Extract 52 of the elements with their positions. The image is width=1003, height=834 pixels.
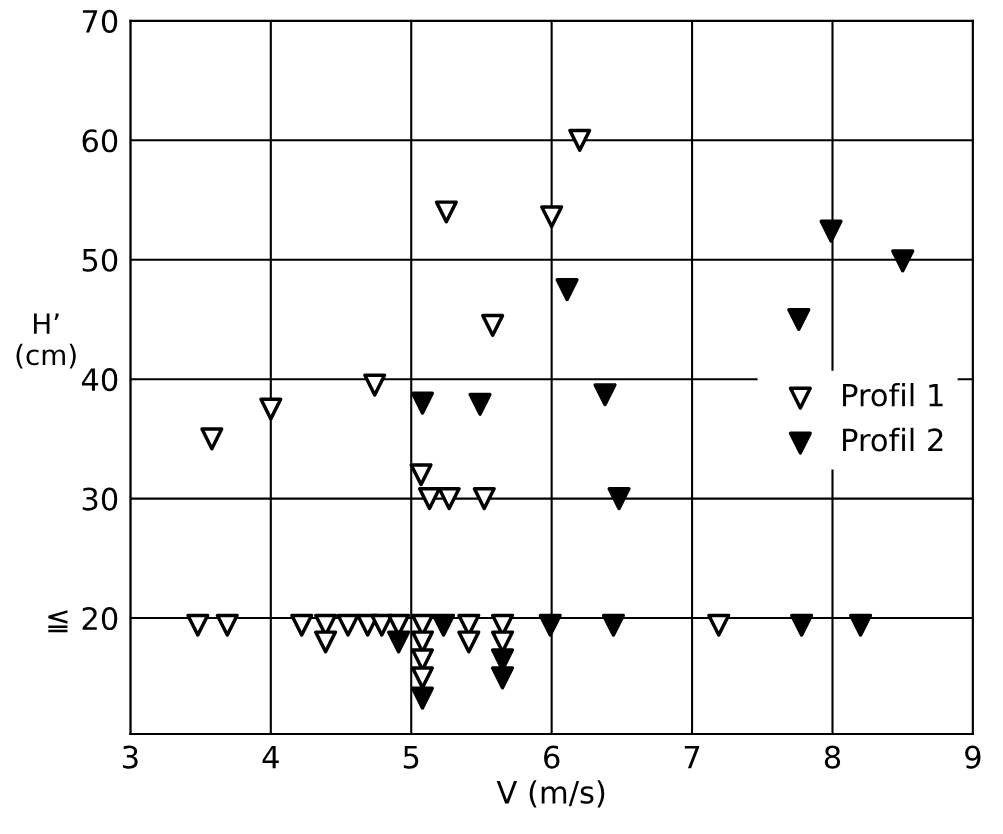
point bbox=[538, 613, 562, 637]
point bbox=[409, 463, 433, 487]
point bbox=[601, 613, 625, 637]
point bbox=[363, 373, 387, 397]
point bbox=[819, 219, 843, 243]
point bbox=[790, 613, 814, 637]
x-tick-label: 7 bbox=[684, 745, 700, 769]
legend-label: Profil 1 bbox=[843, 382, 943, 407]
point bbox=[468, 392, 492, 416]
point bbox=[314, 630, 338, 654]
point bbox=[186, 613, 210, 637]
x-tick-label: 3 bbox=[123, 745, 138, 769]
point bbox=[891, 249, 915, 273]
point bbox=[568, 128, 592, 152]
x-tick-label: 6 bbox=[544, 745, 560, 769]
y-tick-label: ≦ 20 bbox=[48, 606, 118, 633]
point bbox=[410, 686, 435, 710]
point bbox=[593, 383, 617, 407]
point bbox=[431, 613, 456, 637]
y-tick-label: 60 bbox=[82, 129, 118, 153]
point bbox=[457, 630, 481, 654]
point bbox=[707, 613, 731, 637]
point bbox=[540, 205, 564, 229]
x-axis-title: V (m/s) bbox=[496, 780, 605, 808]
point bbox=[490, 666, 515, 690]
point bbox=[481, 313, 505, 337]
point bbox=[410, 391, 435, 415]
point bbox=[472, 487, 496, 511]
point bbox=[787, 307, 811, 332]
point bbox=[336, 613, 360, 637]
x-tick-label: 9 bbox=[965, 745, 981, 769]
point bbox=[410, 666, 435, 690]
point bbox=[434, 200, 458, 224]
point bbox=[849, 613, 873, 637]
y-tick-label: 70 bbox=[82, 9, 118, 33]
point bbox=[200, 427, 224, 451]
point bbox=[417, 487, 442, 511]
legend-label: Profil 2 bbox=[843, 427, 943, 452]
point bbox=[555, 278, 579, 302]
point bbox=[437, 487, 461, 511]
point bbox=[259, 397, 283, 421]
y-tick-label: 40 bbox=[81, 368, 118, 392]
x-tick-label: 4 bbox=[262, 745, 279, 769]
point bbox=[290, 613, 314, 637]
y-axis-title: H’ (cm) bbox=[16, 313, 76, 369]
x-tick-label: 8 bbox=[824, 745, 841, 769]
point bbox=[387, 630, 411, 654]
y-tick-label: 30 bbox=[82, 487, 118, 511]
point bbox=[607, 487, 631, 511]
x-tick-label: 5 bbox=[403, 745, 419, 769]
point bbox=[215, 613, 239, 637]
y-tick-label: 50 bbox=[82, 248, 118, 272]
